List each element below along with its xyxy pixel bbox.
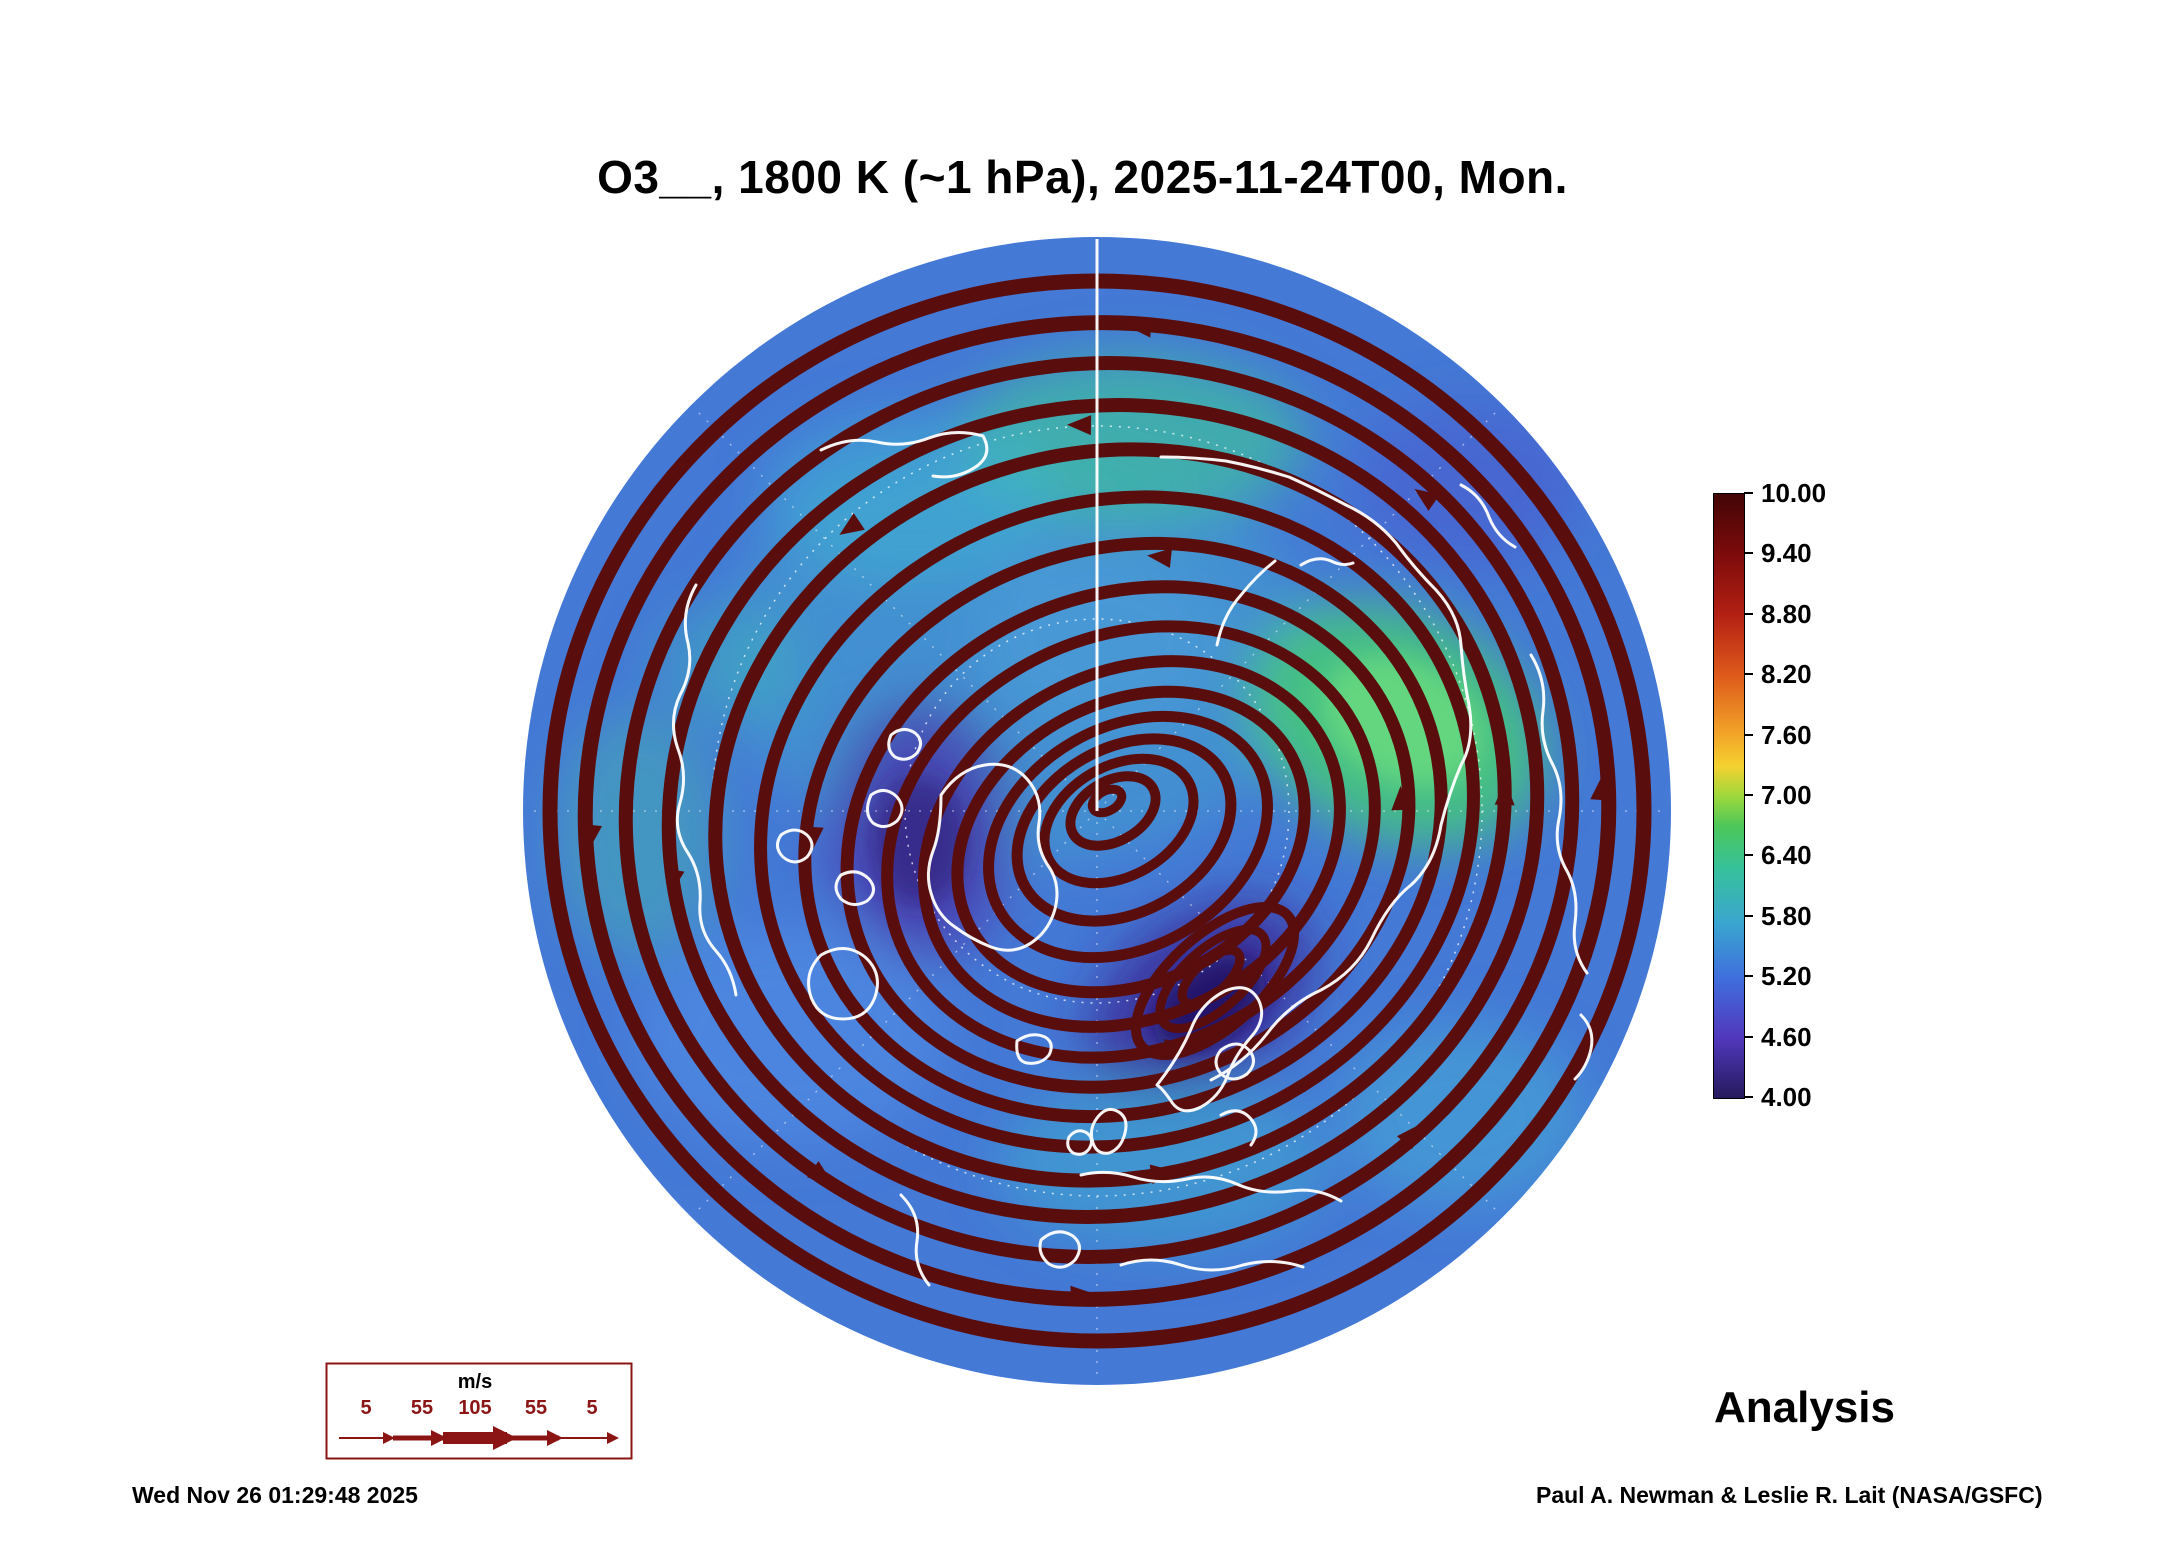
colorbar-tick-label: 4.60 bbox=[1761, 1022, 1812, 1052]
wind-legend-tick-label: 55 bbox=[411, 1397, 433, 1419]
colorbar-tick bbox=[1744, 673, 1753, 675]
colorbar-tick-label: 10.00 bbox=[1761, 478, 1827, 508]
colorbar-strip bbox=[1713, 493, 1745, 1099]
credit-text: Paul A. Newman & Leslie R. Lait (NASA/GS… bbox=[1536, 1482, 2043, 1508]
colorbar-tick-label: 6.40 bbox=[1761, 840, 1812, 870]
polar-map-svg bbox=[523, 237, 1671, 1385]
wind-legend-unit: m/s bbox=[458, 1371, 492, 1393]
colorbar-tick bbox=[1744, 915, 1753, 917]
wind-legend-tick-label: 105 bbox=[458, 1397, 491, 1419]
colorbar-tick bbox=[1744, 1036, 1753, 1038]
analysis-label: Analysis bbox=[1714, 1383, 1895, 1432]
colorbar-tick bbox=[1744, 1096, 1753, 1098]
wind-legend-tick-label: 55 bbox=[525, 1397, 547, 1419]
page-title: O3__, 1800 K (~1 hPa), 2025-11-24T00, Mo… bbox=[597, 151, 1568, 203]
colorbar-tick-label: 7.00 bbox=[1761, 780, 1812, 810]
colorbar-tick bbox=[1744, 492, 1753, 494]
colorbar-tick-label: 4.00 bbox=[1761, 1082, 1812, 1112]
wind-legend-tick-label: 5 bbox=[360, 1397, 371, 1419]
wind-speed-legend: m/s 5 55 105 55 5 bbox=[325, 1362, 633, 1460]
colorbar-tick bbox=[1744, 794, 1753, 796]
colorbar-tick bbox=[1744, 552, 1753, 554]
creation-timestamp: Wed Nov 26 01:29:48 2025 bbox=[132, 1482, 418, 1508]
colorbar-tick-label: 7.60 bbox=[1761, 720, 1812, 750]
polar-map bbox=[521, 235, 1673, 1387]
colorbar: 10.00 9.40 8.80 8.20 7.60 7.00 6.40 5.80… bbox=[1713, 478, 1953, 1112]
wind-legend-arrow-scale bbox=[339, 1426, 619, 1450]
streamlines bbox=[542, 273, 1652, 1349]
graticule bbox=[532, 411, 1662, 1376]
wind-legend-tick-label: 5 bbox=[586, 1397, 597, 1419]
colorbar-tick-label: 5.20 bbox=[1761, 961, 1812, 991]
colorbar-tick-label: 8.20 bbox=[1761, 659, 1812, 689]
colorbar-tick-label: 8.80 bbox=[1761, 599, 1812, 629]
colorbar-tick bbox=[1744, 734, 1753, 736]
wind-speed-legend-svg: m/s 5 55 105 55 5 bbox=[325, 1362, 633, 1460]
colorbar-tick bbox=[1744, 975, 1753, 977]
colorbar-tick bbox=[1744, 613, 1753, 615]
colorbar-tick bbox=[1744, 854, 1753, 856]
coastlines bbox=[672, 431, 1594, 1287]
colorbar-tick-label: 9.40 bbox=[1761, 538, 1812, 568]
colorbar-tick-label: 5.80 bbox=[1761, 901, 1812, 931]
flow-arrows bbox=[582, 317, 1611, 1306]
wind-legend-border bbox=[325, 1362, 633, 1460]
